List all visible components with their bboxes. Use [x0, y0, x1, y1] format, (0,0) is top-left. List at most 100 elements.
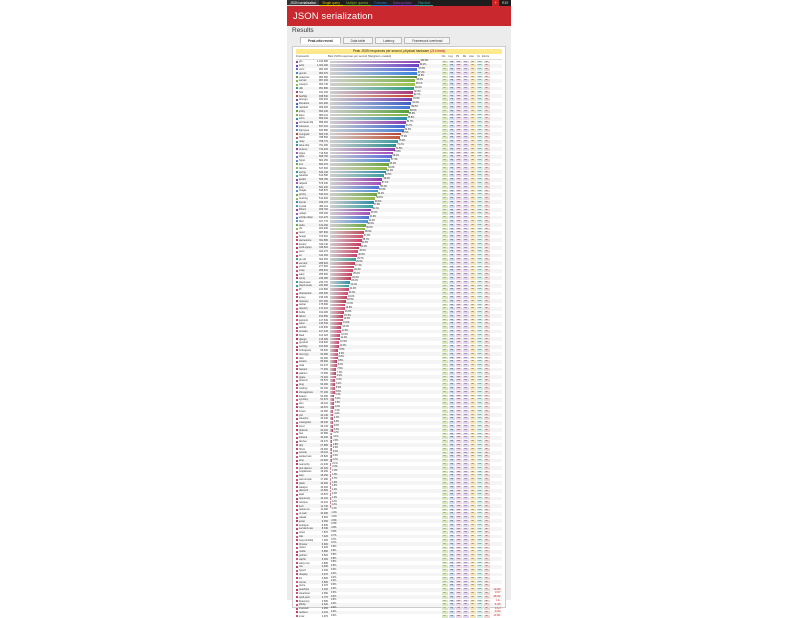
framework-name[interactable]: padrino [299, 371, 308, 375]
framework-name[interactable]: poco [299, 250, 305, 254]
table-row[interactable]: zend 36,130 3.6% Plt Lng Fwk Srv Db Orm IA [296, 425, 502, 429]
table-row[interactable]: servant 288,920 28.5% Plt Lng Fwk Srv Db Orm IA [296, 261, 502, 266]
table-row[interactable]: swoole 25,110 2.5% Plt Lng Fwk Srv Db Orm IA [296, 451, 502, 455]
table-row[interactable]: actix 1,004,290 99.2% Plt Lng Fwk Srv Db Orm IA [296, 63, 502, 68]
framework-name[interactable]: play2-java [299, 280, 311, 284]
table-row[interactable]: warp-rust 4,890 0.5% Plt Lng Fwk Srv Db Orm IA [296, 561, 502, 565]
table-row[interactable]: lithium 469,700 46.4% Plt Lng Fwk Srv Db Orm IA [296, 208, 502, 212]
table-row[interactable]: saphir 5,200 0.5% Plt Lng Fwk Srv Db Orm IA [296, 557, 502, 562]
framework-name[interactable]: atreugo [299, 98, 308, 102]
table-row[interactable]: rapidoid 909,480 89.8% Plt Lng Fwk Srv Db Orm IA [296, 106, 502, 110]
table-row[interactable]: go-std 300,450 29.7% Plt Lng Fwk Srv Db Orm IA [296, 257, 502, 261]
framework-name[interactable]: kelp [299, 474, 304, 478]
nav-tab-multiple-queries[interactable]: Multiple queries [342, 0, 372, 6]
table-row[interactable]: evhttp-sharp 441,270 43.6% Plt Lng Fwk Srv Db Or… [296, 215, 502, 220]
framework-name[interactable]: kami [299, 113, 305, 117]
framework-name[interactable]: laravel [299, 394, 307, 398]
table-row[interactable]: light-java 833,880 82.3% Plt Lng Fwk Srv Db Orm I… [296, 128, 502, 132]
table-row[interactable]: web-simple 17,280 1.7% Plt Lng Fwk Srv Db Orm IA [296, 478, 502, 482]
framework-name[interactable]: racket-ws [299, 508, 310, 512]
table-row[interactable]: blaze 788,560 77.9% Plt Lng Fwk Srv Db Orm IA [296, 136, 502, 140]
table-row[interactable]: padrino 73,650 7.3% Plt Lng Fwk Srv Db Orm IA [296, 371, 502, 375]
framework-name[interactable]: restbed [299, 610, 308, 614]
table-row[interactable]: echo 869,040 85.8% Plt Lng Fwk Srv Db Orm IA [296, 116, 502, 121]
framework-name[interactable]: workerman [299, 455, 312, 459]
framework-name[interactable]: duda [299, 223, 305, 227]
framework-name[interactable]: rails [299, 356, 304, 360]
table-row[interactable]: crystal 484,110 47.8% Plt Lng Fwk Srv Db Orm IA [296, 204, 502, 208]
table-row[interactable]: may-minihttp 7,000 0.7% Plt Lng Fwk Srv Db Orm IA [296, 538, 502, 542]
framework-name[interactable]: h2o [299, 90, 304, 94]
framework-name[interactable]: turbogears [299, 348, 311, 352]
framework-name[interactable]: evhttp-sharp [299, 216, 313, 220]
table-row[interactable]: lift 214,890 21.2% Plt Lng Fwk Srv Db Orm IA [296, 288, 502, 292]
framework-name[interactable]: play2-scala [299, 284, 312, 288]
framework-name[interactable]: go-std [299, 257, 306, 261]
framework-name[interactable]: fasthttp [299, 94, 308, 98]
framework-name[interactable]: prologue [299, 523, 309, 527]
framework-name[interactable]: akka-http [299, 143, 310, 147]
framework-name[interactable]: jetty [299, 185, 304, 189]
table-row[interactable]: play2-scala 224,690 22.2% Plt Lng Fwk Srv Db Orm… [296, 284, 502, 288]
framework-name[interactable]: tide [299, 535, 304, 538]
framework-name[interactable]: undertow [299, 75, 310, 79]
framework-name[interactable]: fiber [299, 219, 304, 223]
framework-name[interactable]: cutelyst [299, 83, 308, 87]
table-row[interactable]: amp 22,600 2.2% Plt Lng Fwk Srv Db Orm IA [296, 458, 502, 463]
framework-name[interactable]: snap [299, 269, 305, 273]
table-row[interactable]: ulib 951,880 94.0% Plt Lng Fwk Srv Db Orm IA [296, 86, 502, 91]
table-row[interactable]: nodejs 455,290 45.0% Plt Lng Fwk Srv Db Orm IA [296, 212, 502, 216]
table-row[interactable]: colossus 847,310 83.7% Plt Lng Fwk Srv Db Orm IA [296, 124, 502, 129]
table-row[interactable]: perl-dancer 20,320 2.0% Plt Lng Fwk Srv Db Orm IA [296, 466, 502, 471]
table-row[interactable]: snap 266,510 26.3% Plt Lng Fwk Srv Db Orm IA [296, 268, 502, 273]
framework-name[interactable]: rapidoid [299, 105, 308, 109]
table-row[interactable]: falcon 154,850 15.3% Plt Lng Fwk Srv Db Orm IA [296, 314, 502, 319]
table-row[interactable]: hhvm 26,460 2.6% Plt Lng Fwk Srv Db Orm IA [296, 447, 502, 451]
table-row[interactable]: rails 90,060 8.9% Plt Lng Fwk Srv Db Orm IA [296, 356, 502, 360]
table-row[interactable]: fat-free 29,370 2.9% Plt Lng Fwk Srv Db Orm IA [296, 440, 502, 444]
framework-name[interactable]: phalcon [299, 428, 308, 432]
framework-name[interactable]: netty [299, 140, 305, 144]
table-row[interactable]: codeigniter 38,040 3.8% Plt Lng Fwk Srv Db Orm IA [296, 420, 502, 425]
table-row[interactable]: lapis 13,870 1.4% Plt Lng Fwk Srv Db Orm IA [296, 493, 502, 497]
framework-name[interactable]: yesod [299, 265, 306, 269]
table-row[interactable]: openresty 13,120 1.3% Plt Lng Fwk Srv Db Orm IA [296, 496, 502, 501]
table-row[interactable]: sinatra 85,660 8.5% Plt Lng Fwk Srv Db Orm IA [296, 359, 502, 364]
framework-name[interactable]: hyperf [299, 569, 306, 573]
framework-name[interactable]: ur-web [299, 512, 307, 516]
framework-name[interactable]: warp-rust [299, 561, 310, 565]
table-row[interactable]: kemal 499,270 49.3% Plt Lng Fwk Srv Db Orm IA [296, 200, 502, 205]
framework-name[interactable]: chi [299, 227, 303, 231]
table-row[interactable]: ubiquity 4,070 0.4% Plt Lng Fwk Srv Db Orm IA [296, 572, 502, 577]
table-row[interactable]: fasthttp 938,530 92.7% Plt Lng Fwk Srv Db Orm IA [296, 94, 502, 98]
framework-name[interactable]: fuel [299, 432, 304, 436]
framework-name[interactable]: falcore [299, 166, 307, 170]
framework-name[interactable]: jooby [299, 109, 305, 113]
framework-name[interactable]: echo [299, 117, 305, 121]
table-row[interactable]: roda 81,470 8.0% Plt Lng Fwk Srv Db Orm IA [296, 364, 502, 368]
table-row[interactable]: laravel 54,360 5.4% Plt Lng Fwk Srv Db Orm IA [296, 394, 502, 398]
framework-name[interactable]: proteus [299, 147, 308, 151]
framework-name[interactable]: roa [299, 565, 303, 569]
framework-name[interactable]: nodejs [299, 212, 307, 216]
table-row[interactable]: onion 7,870 0.8% Plt Lng Fwk Srv Db Orm IA [296, 531, 502, 535]
table-row[interactable]: jooby 894,230 88.3% Plt Lng Fwk Srv Db Orm IA [296, 109, 502, 114]
framework-name[interactable]: iron [299, 162, 304, 166]
table-row[interactable]: proteus 734,220 72.5% Plt Lng Fwk Srv Db Orm IA [296, 147, 502, 152]
table-row[interactable]: lumen 44,350 4.4% Plt Lng Fwk Srv Db Orm IA [296, 409, 502, 413]
framework-name[interactable]: servlet [299, 79, 307, 83]
table-row[interactable]: gotham 5,520 0.5% Plt Lng Fwk Srv Db Orm IA [296, 554, 502, 558]
table-row[interactable]: yesod 277,600 27.4% Plt Lng Fwk Srv Db Orm IA [296, 265, 502, 269]
framework-name[interactable]: wizzardo-http [299, 121, 313, 125]
framework-name[interactable]: mojolicious [299, 470, 312, 474]
table-row[interactable]: play2-java 234,770 23.2% Plt Lng Fwk Srv Db Orm I… [296, 280, 502, 284]
table-row[interactable]: symfony 51,670 5.1% Plt Lng Fwk Srv Db Orm IA [296, 397, 502, 402]
table-row[interactable]: crow 1,970 0.2% Plt Lng Fwk Srv Db Orm IA 14,991 [296, 614, 502, 618]
table-row[interactable]: peachpie 3,160 0.3% Plt Lng Fwk Srv Db Orm IA 14,0… [296, 587, 502, 592]
framework-name[interactable]: phoenix [299, 379, 308, 383]
table-row[interactable]: catalyst 15,490 1.5% Plt Lng Fwk Srv Db Orm IA [296, 485, 502, 489]
framework-name[interactable]: crystal [299, 204, 307, 208]
framework-name[interactable]: pcore [299, 584, 306, 588]
table-row[interactable]: hyper 681,250 67.3% Plt Lng Fwk Srv Db Orm IA [296, 159, 502, 163]
framework-name[interactable]: catalyst [299, 485, 308, 489]
